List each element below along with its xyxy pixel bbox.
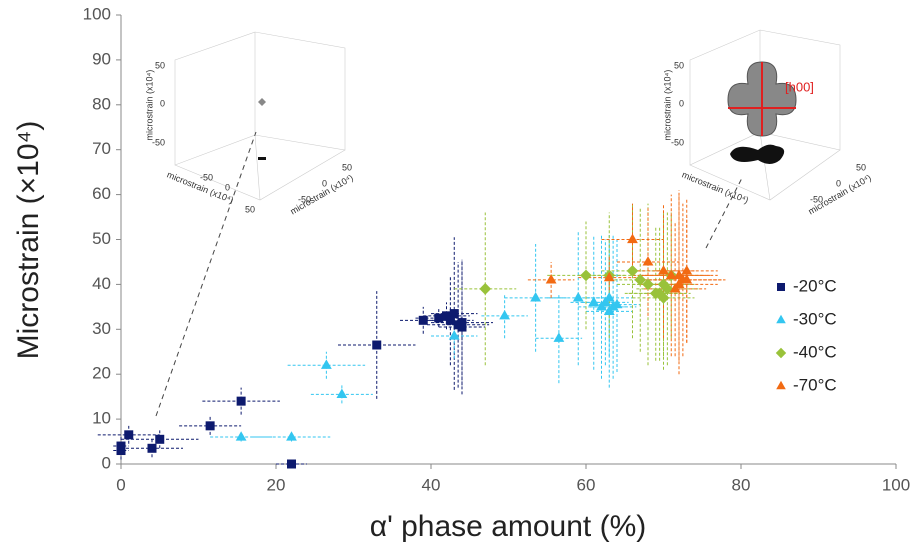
point — [372, 340, 382, 350]
point — [627, 233, 638, 244]
point — [434, 313, 444, 323]
x-tick-label: 100 — [882, 475, 910, 494]
point — [681, 265, 693, 275]
point — [457, 318, 467, 328]
point — [336, 388, 348, 399]
x-tick-label: 0 — [116, 475, 125, 494]
point — [124, 430, 134, 440]
inset-tick: -50 — [200, 172, 213, 182]
point — [545, 274, 557, 284]
inset-axis-label: microstrain (x10⁴) — [662, 70, 672, 141]
legend-marker — [777, 283, 785, 291]
y-axis-label: Microstrain (×10⁴) — [12, 121, 45, 360]
point — [665, 269, 677, 280]
point — [673, 269, 685, 280]
point — [147, 443, 157, 453]
inset-tick: 0 — [322, 178, 327, 188]
inset-tick: 0 — [679, 98, 684, 108]
y-tick-label: 40 — [92, 274, 111, 293]
inset-left: microstrain (x10⁴) microstrain (x10⁴) mi… — [144, 31, 355, 417]
legend-label: -20°C — [793, 276, 837, 295]
point — [236, 396, 246, 406]
point — [657, 278, 670, 291]
inset-tick: -50 — [671, 137, 684, 147]
point — [626, 265, 639, 277]
point — [553, 332, 565, 342]
y-tick-label: 70 — [92, 139, 111, 158]
inset-tick: -50 — [152, 137, 165, 147]
y-tick-label: 90 — [92, 49, 111, 68]
point — [634, 274, 647, 286]
point — [588, 296, 600, 306]
inset-tick: 0 — [836, 178, 841, 188]
legend-label: -40°C — [793, 342, 837, 361]
point — [320, 359, 332, 369]
inset-annotation: [h00] — [785, 79, 814, 94]
point — [658, 265, 669, 275]
y-tick-label: 80 — [92, 94, 111, 113]
legend-label: -70°C — [793, 375, 837, 394]
inset-tick: 50 — [342, 162, 352, 172]
point — [530, 292, 542, 302]
point — [479, 283, 492, 295]
inset-tick: 50 — [155, 60, 165, 70]
inset-marker — [258, 157, 266, 160]
y-tick-label: 0 — [102, 453, 111, 472]
y-tick-label: 20 — [92, 364, 111, 383]
y-tick-label: 50 — [92, 229, 111, 248]
point — [653, 287, 666, 300]
point — [669, 283, 681, 293]
inset-right: [h00] microstrain (x10⁴) microstrain (x1… — [662, 29, 873, 249]
point — [155, 434, 165, 444]
inset-tick: 0 — [160, 98, 165, 108]
legend-label: -30°C — [793, 309, 837, 328]
point — [580, 269, 592, 282]
point — [448, 330, 460, 340]
inset-tick: 50 — [674, 60, 684, 70]
inset-axis-label: microstrain (x10⁴) — [144, 70, 154, 141]
inset-tick: 0 — [225, 182, 230, 192]
legend-marker — [776, 314, 786, 324]
connector — [705, 177, 743, 249]
x-axis-label: α' phase amount (%) — [370, 510, 647, 543]
point — [681, 274, 693, 284]
x-tick-label: 40 — [422, 475, 441, 494]
point — [235, 431, 247, 441]
legend-marker — [775, 347, 787, 359]
inset-box — [174, 31, 346, 201]
y-tick-label: 30 — [92, 319, 111, 338]
point — [642, 256, 654, 266]
inset-shape — [730, 144, 785, 164]
point — [603, 271, 615, 282]
inset-tick: -50 — [810, 194, 823, 204]
point — [445, 315, 455, 325]
x-tick-label: 20 — [267, 475, 286, 494]
x-tick-label: 60 — [577, 475, 596, 494]
y-tick-label: 100 — [83, 4, 111, 23]
point — [611, 298, 623, 309]
point — [418, 315, 428, 325]
y-tick-label: 60 — [92, 184, 111, 203]
legend-marker — [776, 380, 786, 390]
inset-axis-label: microstrain (x10⁴) — [680, 170, 749, 206]
inset-tick: 50 — [245, 204, 255, 214]
point — [116, 441, 126, 451]
point — [287, 459, 296, 469]
inset-marker — [258, 98, 266, 106]
inset-tick: 50 — [856, 162, 866, 172]
point — [603, 292, 615, 302]
inset-tick: -50 — [298, 194, 311, 204]
point — [642, 278, 654, 291]
point — [205, 421, 215, 431]
point — [572, 292, 584, 302]
point — [286, 431, 297, 441]
point — [499, 309, 511, 320]
y-tick-label: 10 — [92, 409, 111, 428]
x-tick-label: 80 — [732, 475, 751, 494]
